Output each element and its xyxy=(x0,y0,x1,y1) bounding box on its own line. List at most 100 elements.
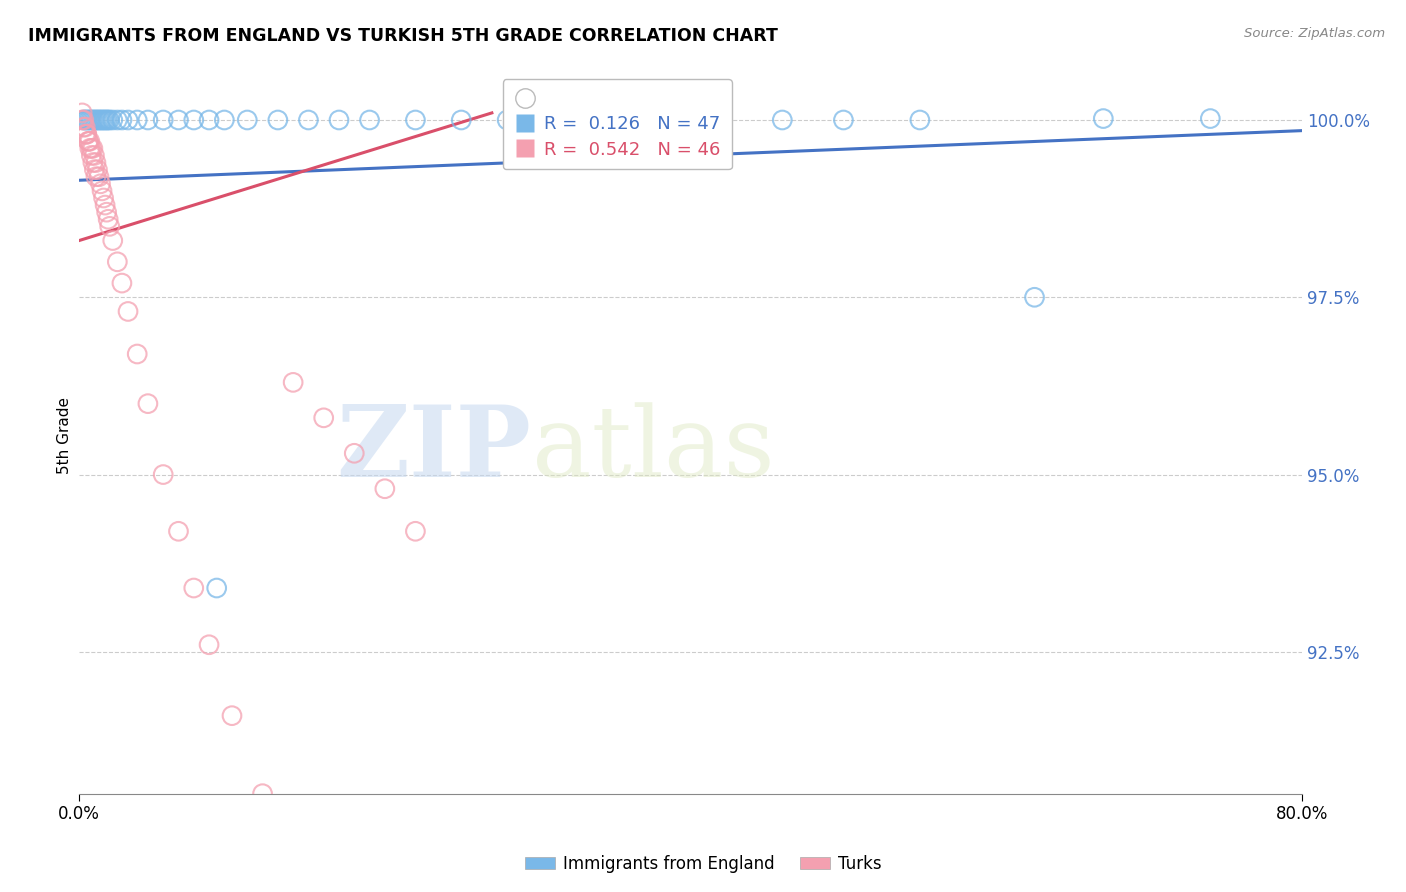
Point xyxy=(198,113,221,128)
Point xyxy=(89,177,111,191)
Point xyxy=(328,113,350,128)
Point xyxy=(136,113,159,128)
Text: Source: ZipAtlas.com: Source: ZipAtlas.com xyxy=(1244,27,1385,40)
Point xyxy=(770,113,793,128)
Point xyxy=(84,169,107,184)
Point xyxy=(96,205,118,219)
Point xyxy=(648,113,671,128)
Point xyxy=(167,113,190,128)
Point xyxy=(77,113,100,128)
Point xyxy=(374,482,396,496)
Point xyxy=(541,113,564,128)
Point xyxy=(83,148,105,162)
Point xyxy=(908,113,931,128)
Point xyxy=(94,113,117,128)
Point xyxy=(79,141,101,155)
Point xyxy=(1092,112,1115,126)
Point xyxy=(136,397,159,411)
Text: ZIP: ZIP xyxy=(336,401,531,499)
Point xyxy=(252,787,274,801)
Point xyxy=(75,127,97,141)
Point xyxy=(80,141,103,155)
Point xyxy=(93,113,115,128)
Point xyxy=(82,113,104,128)
Point xyxy=(152,113,174,128)
Point xyxy=(73,113,96,128)
Point xyxy=(198,638,221,652)
Point xyxy=(79,113,101,128)
Point xyxy=(76,113,98,128)
Point xyxy=(105,255,128,269)
Point xyxy=(404,113,426,128)
Point xyxy=(97,113,120,128)
Text: atlas: atlas xyxy=(531,402,775,498)
Point xyxy=(111,113,134,128)
Legend: , R =  0.126   N = 47, R =  0.542   N = 46: , R = 0.126 N = 47, R = 0.542 N = 46 xyxy=(503,79,731,169)
Y-axis label: 5th Grade: 5th Grade xyxy=(58,397,72,474)
Text: IMMIGRANTS FROM ENGLAND VS TURKISH 5TH GRADE CORRELATION CHART: IMMIGRANTS FROM ENGLAND VS TURKISH 5TH G… xyxy=(28,27,778,45)
Point xyxy=(214,113,236,128)
Point xyxy=(117,113,139,128)
Point xyxy=(91,113,114,128)
Point xyxy=(359,113,381,128)
Point xyxy=(297,113,319,128)
Point xyxy=(94,198,117,212)
Point xyxy=(76,127,98,141)
Point xyxy=(152,467,174,482)
Point xyxy=(82,141,104,155)
Point xyxy=(98,113,121,128)
Point xyxy=(77,134,100,148)
Point xyxy=(73,113,96,128)
Point xyxy=(80,113,103,128)
Legend: Immigrants from England, Turks: Immigrants from England, Turks xyxy=(517,848,889,880)
Point xyxy=(404,524,426,539)
Point xyxy=(83,113,105,128)
Point xyxy=(89,113,111,128)
Point xyxy=(79,134,101,148)
Point xyxy=(450,113,472,128)
Point xyxy=(1199,112,1222,126)
Point xyxy=(80,148,103,162)
Point xyxy=(183,581,205,595)
Point xyxy=(87,169,110,184)
Point xyxy=(93,191,115,205)
Point xyxy=(832,113,855,128)
Point xyxy=(236,113,259,128)
Point xyxy=(183,113,205,128)
Point xyxy=(281,376,304,390)
Point xyxy=(205,581,228,595)
Point xyxy=(83,162,105,177)
Point xyxy=(101,113,124,128)
Point xyxy=(82,155,104,169)
Point xyxy=(267,113,290,128)
Point xyxy=(70,106,93,120)
Point xyxy=(127,113,149,128)
Point xyxy=(77,134,100,148)
Point xyxy=(710,113,733,128)
Point xyxy=(84,155,107,169)
Point xyxy=(101,234,124,248)
Point xyxy=(167,524,190,539)
Point xyxy=(86,162,108,177)
Point xyxy=(75,120,97,134)
Point xyxy=(75,113,97,128)
Point xyxy=(98,219,121,234)
Point xyxy=(1024,290,1046,304)
Point xyxy=(76,127,98,141)
Point xyxy=(97,212,120,227)
Point xyxy=(87,113,110,128)
Point xyxy=(127,347,149,361)
Point xyxy=(117,304,139,318)
Point xyxy=(105,113,128,128)
Point xyxy=(496,113,519,128)
Point xyxy=(86,113,108,128)
Point xyxy=(343,446,366,460)
Point xyxy=(96,113,118,128)
Point xyxy=(73,120,96,134)
Point xyxy=(111,276,134,290)
Point xyxy=(70,113,93,128)
Point xyxy=(312,410,335,425)
Point xyxy=(84,113,107,128)
Point xyxy=(221,708,243,723)
Point xyxy=(91,184,114,198)
